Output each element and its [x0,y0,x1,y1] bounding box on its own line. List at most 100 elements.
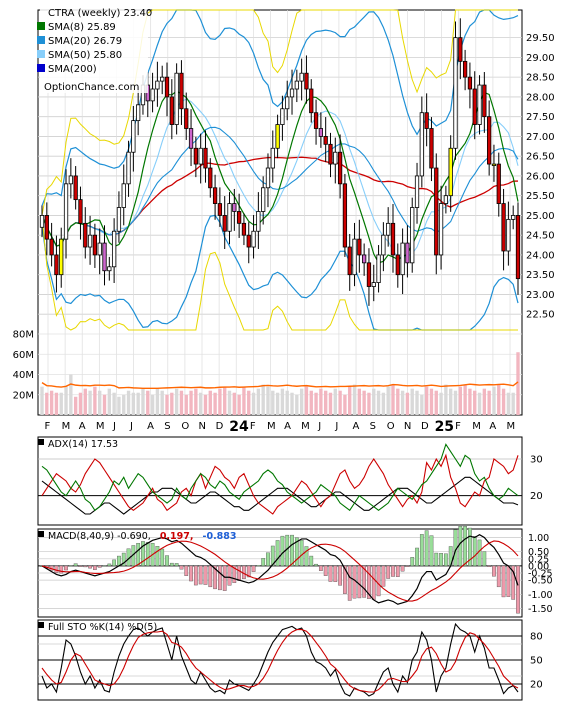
candle-body [299,72,304,82]
candle-body [102,242,107,272]
candle-body [227,203,232,232]
candle-body [136,104,141,122]
legend-entry: SMA(200) [48,64,97,75]
candle-body [208,167,213,189]
volume-bar [49,390,54,415]
legend-swatch [37,50,45,58]
volume-bar [150,394,155,415]
volume-bar [444,384,448,415]
sto-label-marker [38,622,44,628]
candle-body [92,234,98,256]
x-tick-label: A [284,421,291,432]
adx-tick-label: 20 [530,491,543,502]
volume-bar [314,392,318,415]
candle-body [482,84,487,118]
volume-bar [424,386,429,415]
candle-body [313,112,319,129]
volume-bar [227,390,232,415]
macd-histogram-bar [251,565,256,572]
macd-histogram-bar [367,565,371,599]
volume-bar [59,392,63,415]
candle-body [39,215,45,228]
candle-body [443,195,449,204]
volume-bar [275,392,280,415]
price-overlays [41,9,519,331]
candle-body [256,211,261,232]
volume-bar [112,392,116,415]
price-tick-label: 28.00 [526,92,555,103]
volume-bar [468,388,472,415]
x-tick-label: F [45,421,51,432]
volume-bar [83,388,87,415]
x-tick-label: M [267,421,276,432]
candle-body [429,128,434,169]
volume-bar [449,388,453,415]
x-tick-label: 25 [435,419,454,435]
volume-bar [391,384,395,415]
volume-bar [160,390,164,415]
macd-histogram-bar [323,565,328,576]
macd-histogram-bar [179,565,184,570]
volume-bar [107,388,111,415]
candle-body [184,108,189,129]
adx-label: ADX(14) 17.53 [48,439,118,450]
x-tick-label: D [216,421,224,432]
bollinger-upper-line [41,9,519,206]
macd-tick-label: -0.50 [528,576,553,587]
x-tick-label: J [112,421,116,432]
volume-bar [333,388,337,415]
macd-histogram-bar [145,541,150,567]
candle-body [434,167,439,256]
volume-bar [136,392,140,415]
macd-histogram-bar [64,565,68,571]
volume-bar [477,392,482,415]
candle-body [395,254,400,276]
volume-bar [155,388,160,415]
volume-bar [367,392,371,415]
volume-bar [131,392,136,415]
macd-histogram-bar [472,536,477,567]
macd-histogram-bar [376,565,381,597]
sto-axis-labels: 80 50 20 [530,632,543,691]
volume-bar [410,388,414,415]
legend-background [40,3,148,93]
candle-body [73,175,78,201]
sma8-line [41,90,519,264]
sto-grid [38,635,522,685]
macd-histogram-bar [395,565,400,577]
sto-tick-label: 50 [530,656,543,667]
candle-body [458,37,463,62]
volume-bar [64,386,68,415]
macd-label-marker [38,531,44,537]
legend-entry: SMA(8) 25.89 [48,22,116,33]
candle-body [241,222,247,236]
x-tick-label: A [353,421,360,432]
candle-body [371,282,376,287]
candle-body [131,120,136,153]
macd-histogram-bar [290,534,294,567]
macd-histogram-bar [193,565,198,586]
macd-histogram-bar [93,565,97,570]
macd-histogram-bar [237,565,242,581]
candle-body [285,96,290,110]
macd-histogram-bar [83,565,88,568]
macd-histogram [40,526,520,614]
sto-lines [41,622,519,697]
price-tick-label: 26.50 [526,152,555,163]
macd-histogram-bar [117,555,121,567]
volume-bar [482,388,487,415]
macd-histogram-bar [280,535,285,567]
volume-bar [189,390,193,415]
x-tick-label: O [387,421,395,432]
candle-body [414,175,420,208]
candle-body [59,238,64,276]
volume-bar [165,394,169,415]
macd-histogram-bar [434,552,439,567]
volume-bar [338,390,342,415]
candle-body [169,96,174,125]
legend-swatch [37,36,45,44]
macd-histogram-bar [328,565,333,582]
candle-body [212,187,218,204]
macd-panel: 1.00 0.500.250.00-0.25-0.50 -1.00 -1.50 MAC… [37,526,553,618]
sto-label: Full STO %K(14) %D(5) [48,622,157,633]
